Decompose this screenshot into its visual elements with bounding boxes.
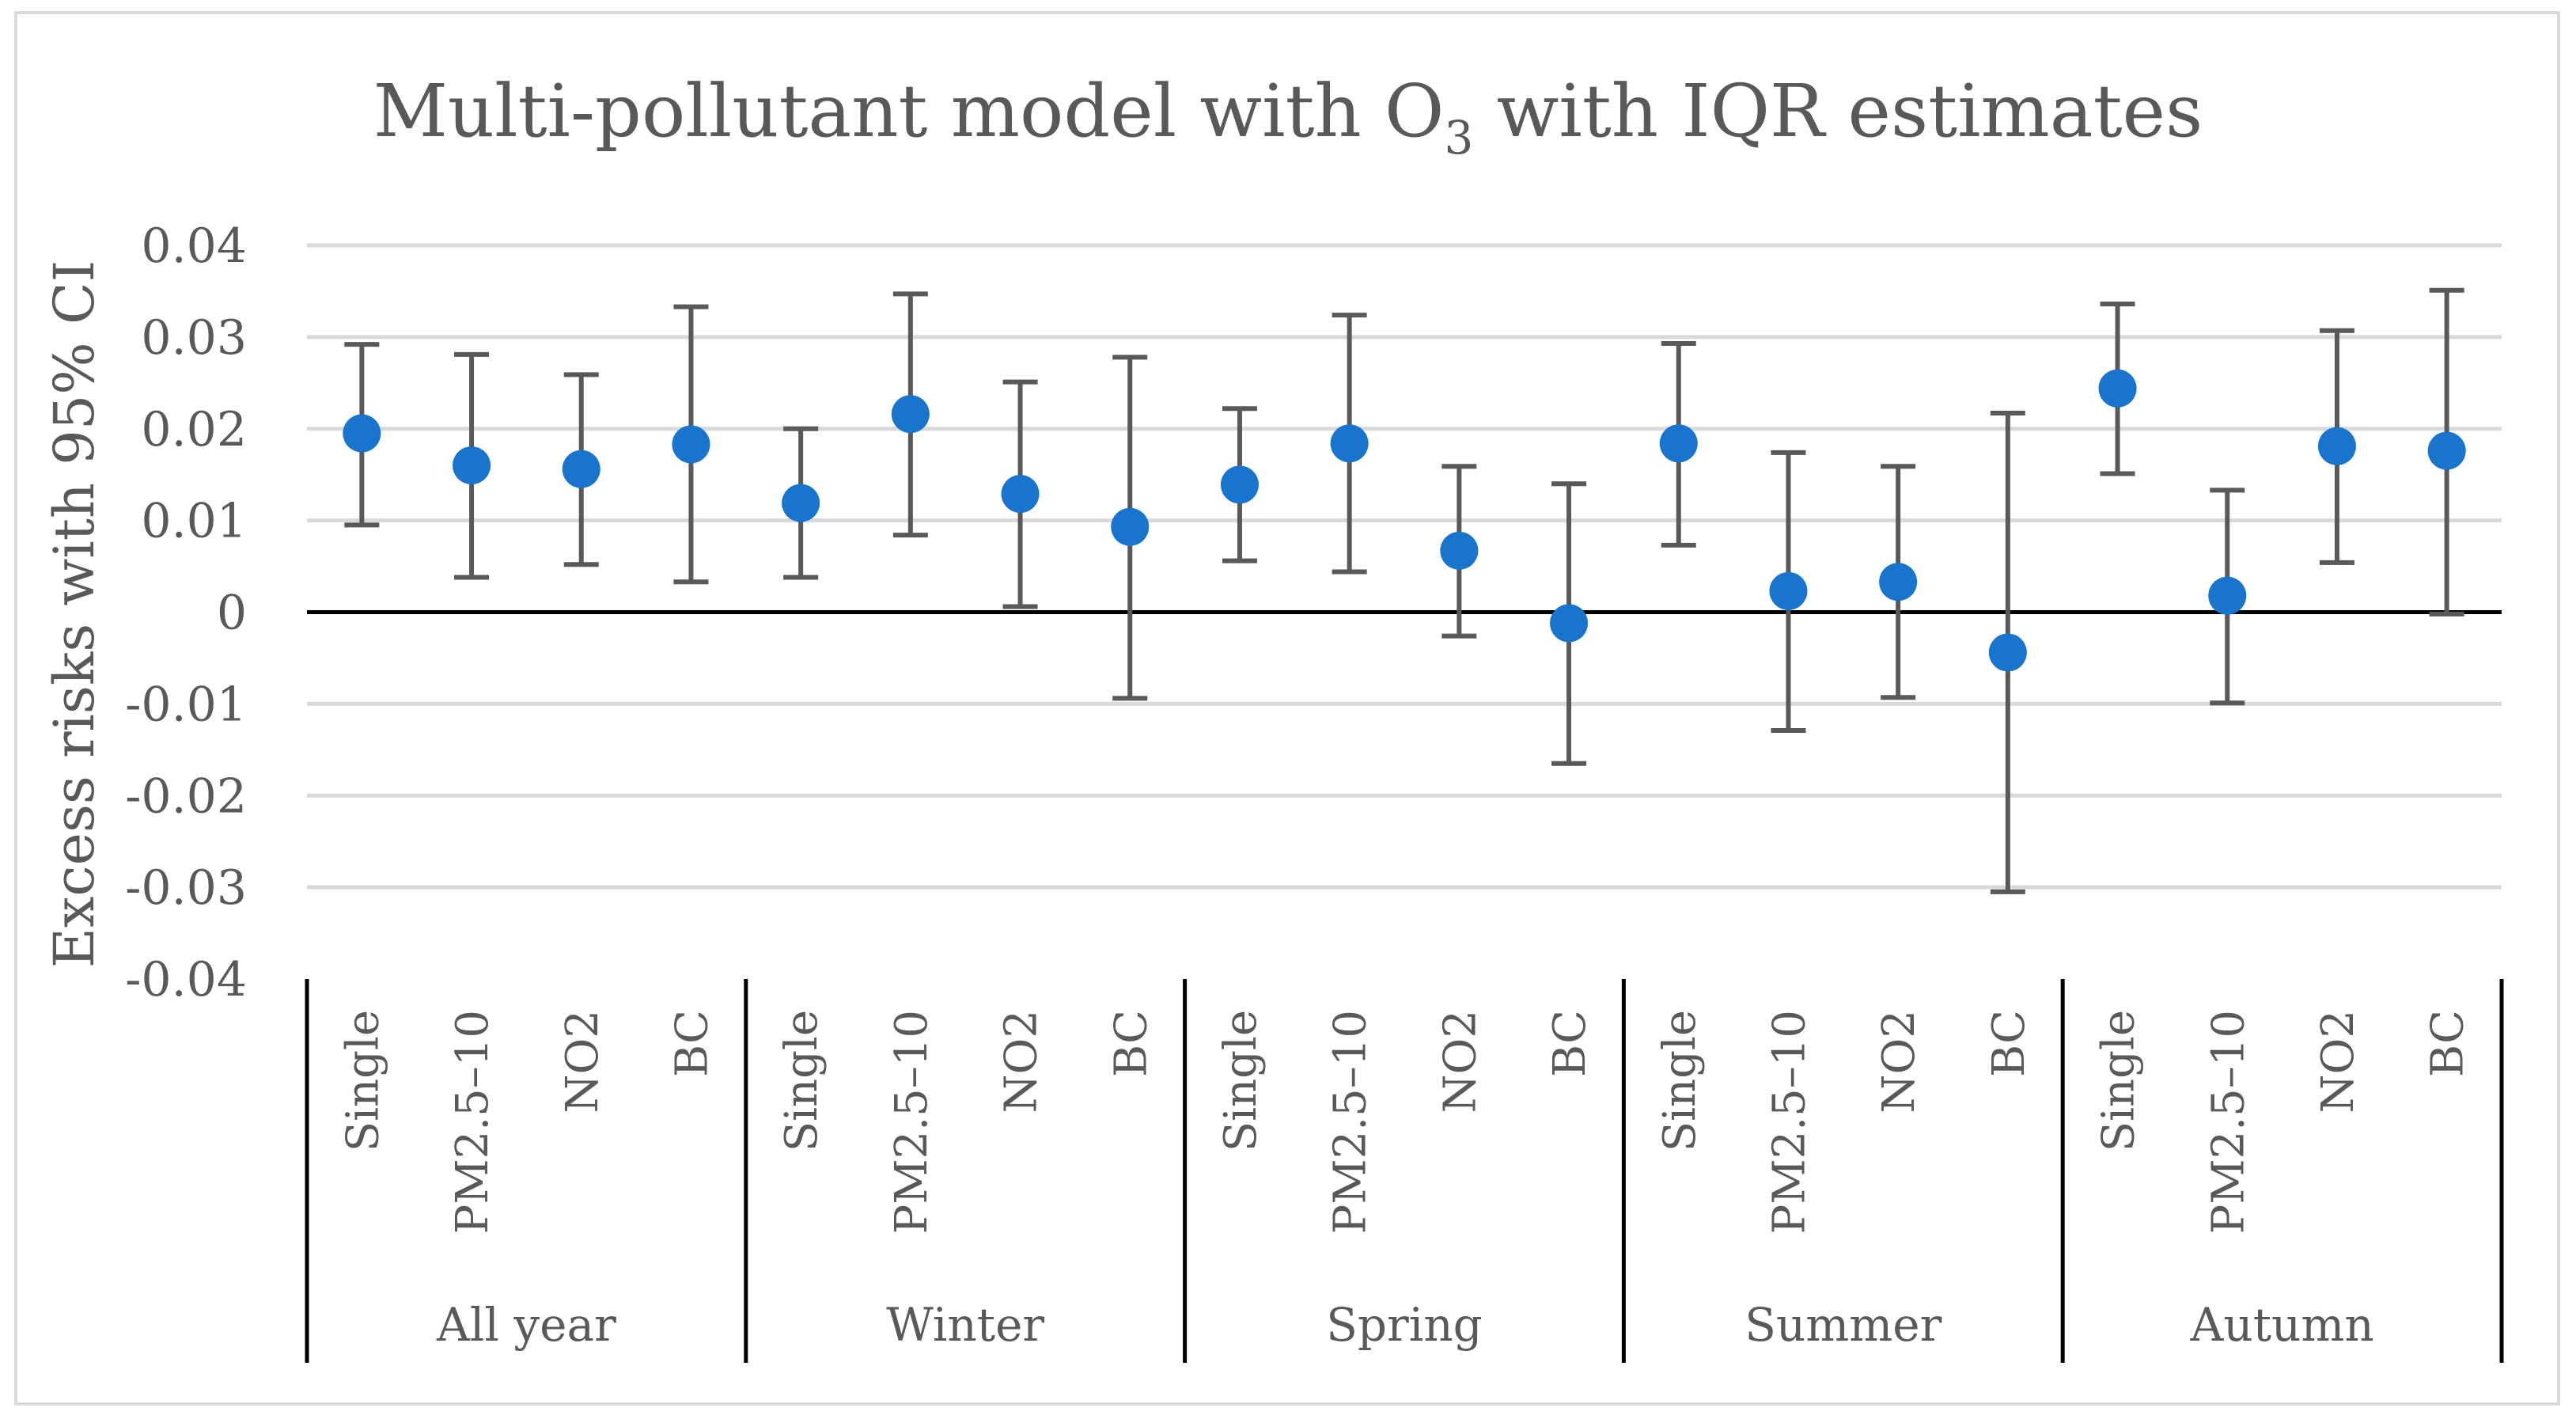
- category-label: Single: [337, 1010, 388, 1152]
- category-axis: All year Single PM2.5–10 NO2 BC Winter Single P…: [305, 979, 2504, 1363]
- grid-layer: [307, 243, 2502, 890]
- category-label: NO2: [557, 1010, 608, 1114]
- y-tick-label: 0.04: [141, 218, 247, 274]
- data-point: [1988, 633, 2027, 672]
- data-point: [1659, 424, 1698, 463]
- data-point: [1769, 571, 1808, 610]
- data-point: [1440, 531, 1479, 570]
- y-tick-label: -0.02: [125, 768, 247, 824]
- category-label: PM2.5–10: [886, 1010, 938, 1234]
- category-label: PM2.5–10: [447, 1010, 498, 1234]
- category-label: PM2.5–10: [1763, 1010, 1815, 1234]
- error-bars: [344, 287, 2464, 894]
- category-label: PM2.5–10: [2203, 1010, 2254, 1234]
- category-label: PM2.5–10: [1325, 1010, 1377, 1234]
- data-point: [343, 414, 381, 453]
- chart-title-subscript: 3: [1444, 111, 1473, 165]
- data-point: [2208, 576, 2247, 615]
- y-tick-label: -0.01: [125, 677, 247, 732]
- category-label: Single: [1654, 1010, 1706, 1152]
- y-tick-label: -0.04: [125, 952, 247, 1007]
- category-label: NO2: [1434, 1010, 1486, 1114]
- chart-title-suffix: with IQR estimates: [1473, 69, 2203, 154]
- category-label: Single: [776, 1010, 828, 1152]
- category-label: BC: [666, 1010, 718, 1077]
- chart-title: Multi-pollutant model with O3 with IQR e…: [373, 69, 2203, 165]
- data-points: [343, 369, 2466, 672]
- data-point: [782, 484, 820, 522]
- category-label: BC: [1105, 1010, 1157, 1077]
- data-point: [1001, 475, 1040, 514]
- data-point: [2098, 369, 2137, 408]
- data-point: [1220, 465, 1259, 504]
- chart-title-main: Multi-pollutant model with O: [373, 69, 1445, 154]
- group-label: Spring: [1326, 1298, 1483, 1352]
- y-tick-labels: 0.04 0.03 0.02 0.01 0 -0.01 -0.02 -0.03 -0.04: [125, 218, 247, 1007]
- data-point: [562, 450, 600, 488]
- data-point: [1330, 424, 1369, 463]
- category-label: Single: [2093, 1010, 2145, 1152]
- y-tick-label: 0.01: [141, 494, 247, 549]
- data-point: [1550, 604, 1589, 643]
- category-label: NO2: [1873, 1010, 1925, 1114]
- category-label: BC: [1544, 1010, 1596, 1077]
- category-label: BC: [1983, 1010, 2035, 1077]
- y-axis-label: Excess risks with 95% CI: [42, 260, 107, 968]
- group-label: Summer: [1744, 1298, 1941, 1352]
- y-tick-label: 0.02: [141, 402, 247, 457]
- data-point: [2317, 427, 2356, 465]
- data-point: [2427, 431, 2466, 470]
- data-point: [453, 446, 491, 485]
- category-label: BC: [2423, 1010, 2474, 1077]
- data-point: [672, 425, 710, 464]
- group-label: Winter: [886, 1298, 1044, 1352]
- y-tick-label: 0: [217, 586, 247, 641]
- category-label: Single: [1215, 1010, 1267, 1152]
- data-point: [891, 395, 930, 434]
- y-tick-label: 0.03: [141, 310, 247, 366]
- group-label: All year: [436, 1298, 616, 1352]
- data-point: [1879, 563, 1918, 601]
- group-label: Autumn: [2189, 1298, 2373, 1352]
- category-label: NO2: [2313, 1010, 2364, 1114]
- y-tick-label: -0.03: [125, 860, 247, 916]
- category-label: NO2: [996, 1010, 1047, 1114]
- data-point: [1111, 507, 1150, 546]
